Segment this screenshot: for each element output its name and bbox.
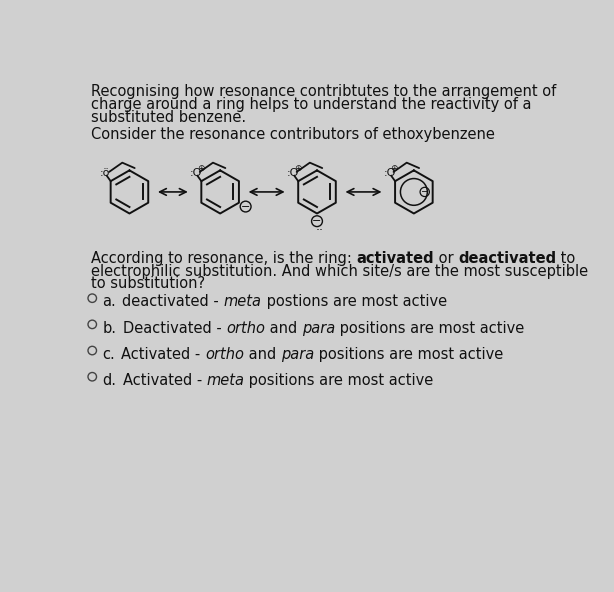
Text: para: para: [301, 320, 335, 336]
Text: According to resonance, is the ring:: According to resonance, is the ring:: [91, 251, 356, 266]
Text: ··: ··: [316, 224, 324, 237]
Text: and: and: [244, 347, 281, 362]
Text: positions are most active: positions are most active: [244, 373, 433, 388]
Text: d.: d.: [103, 373, 116, 388]
Text: to: to: [556, 251, 575, 266]
Text: :ö: :ö: [100, 169, 111, 178]
Text: substituted benzene.: substituted benzene.: [91, 110, 246, 126]
Text: b.: b.: [103, 320, 116, 336]
Text: c.: c.: [103, 347, 115, 362]
Text: ⊕: ⊕: [293, 163, 301, 172]
Text: and: and: [265, 320, 301, 336]
Text: −: −: [421, 187, 429, 197]
Text: ⊕: ⊕: [197, 163, 204, 172]
Text: −: −: [313, 216, 322, 226]
Text: a.: a.: [103, 294, 116, 310]
Text: to substitution?: to substitution?: [91, 276, 205, 291]
Text: meta: meta: [206, 373, 244, 388]
Text: deactivated: deactivated: [458, 251, 556, 266]
Text: Consider the resonance contributors of ethoxybenzene: Consider the resonance contributors of e…: [91, 127, 494, 142]
Text: Deactivated -: Deactivated -: [123, 320, 226, 336]
Text: charge around a ring helps to understand the reactivity of a: charge around a ring helps to understand…: [91, 97, 531, 112]
Text: ⊕: ⊕: [391, 163, 398, 172]
Text: positions are most active: positions are most active: [335, 320, 524, 336]
Text: Activated -: Activated -: [123, 373, 206, 388]
Text: :O: :O: [287, 169, 299, 178]
Text: para: para: [281, 347, 314, 362]
Text: Activated -: Activated -: [122, 347, 205, 362]
Text: ortho: ortho: [205, 347, 244, 362]
Text: activated: activated: [356, 251, 434, 266]
Text: or: or: [434, 251, 458, 266]
Text: meta: meta: [223, 294, 262, 310]
Text: :O: :O: [384, 169, 396, 178]
Text: deactivated -: deactivated -: [122, 294, 223, 310]
Text: :O: :O: [190, 169, 202, 178]
Text: positions are most active: positions are most active: [314, 347, 503, 362]
Text: Recognising how resonance contribtutes to the arrangement of: Recognising how resonance contribtutes t…: [91, 84, 556, 99]
Text: postions are most active: postions are most active: [262, 294, 447, 310]
Text: electrophilic substitution. And which site/s are the most susceptible: electrophilic substitution. And which si…: [91, 263, 588, 279]
Text: ortho: ortho: [226, 320, 265, 336]
Text: −: −: [241, 201, 251, 211]
